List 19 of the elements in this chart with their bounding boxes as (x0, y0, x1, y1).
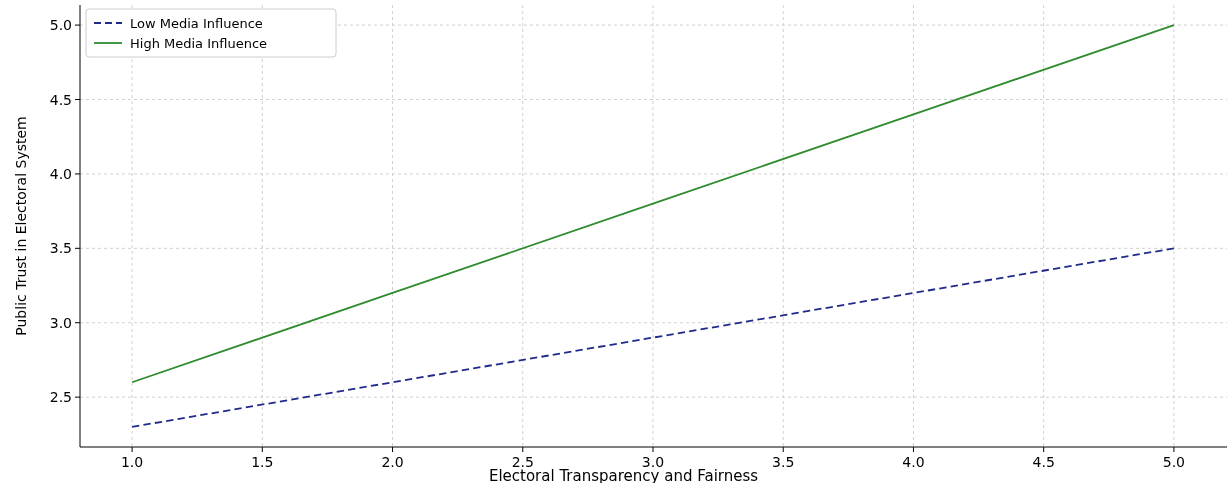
x-tick-label: 4.5 (1032, 454, 1055, 470)
line-series (131, 247, 1175, 428)
legend-label: High Media Influence (130, 36, 268, 51)
x-tick-label: 4.0 (902, 454, 925, 470)
y-tick-label: 5.0 (49, 17, 72, 34)
x-tick-label: 2.5 (511, 454, 534, 470)
y-tick-label: 3.0 (49, 314, 72, 331)
x-tick-label: 2.0 (381, 454, 404, 470)
y-tick-label: 2.5 (49, 389, 72, 406)
legend-label: Low Media Influence (130, 16, 263, 31)
x-tick-label: 3.0 (641, 454, 665, 470)
y-tick-label: 3.5 (49, 240, 72, 257)
x-tick-label: 3.5 (772, 454, 795, 470)
y-tick-label: 4.0 (49, 165, 72, 182)
x-tick-label: 1.5 (251, 454, 274, 470)
y-tick-label: 4.5 (49, 91, 72, 108)
y-axis-title: Public Trust in Electoral System (13, 116, 29, 336)
x-tick-label: 5.0 (1162, 454, 1186, 470)
x-tick-label: 1.0 (120, 454, 144, 470)
